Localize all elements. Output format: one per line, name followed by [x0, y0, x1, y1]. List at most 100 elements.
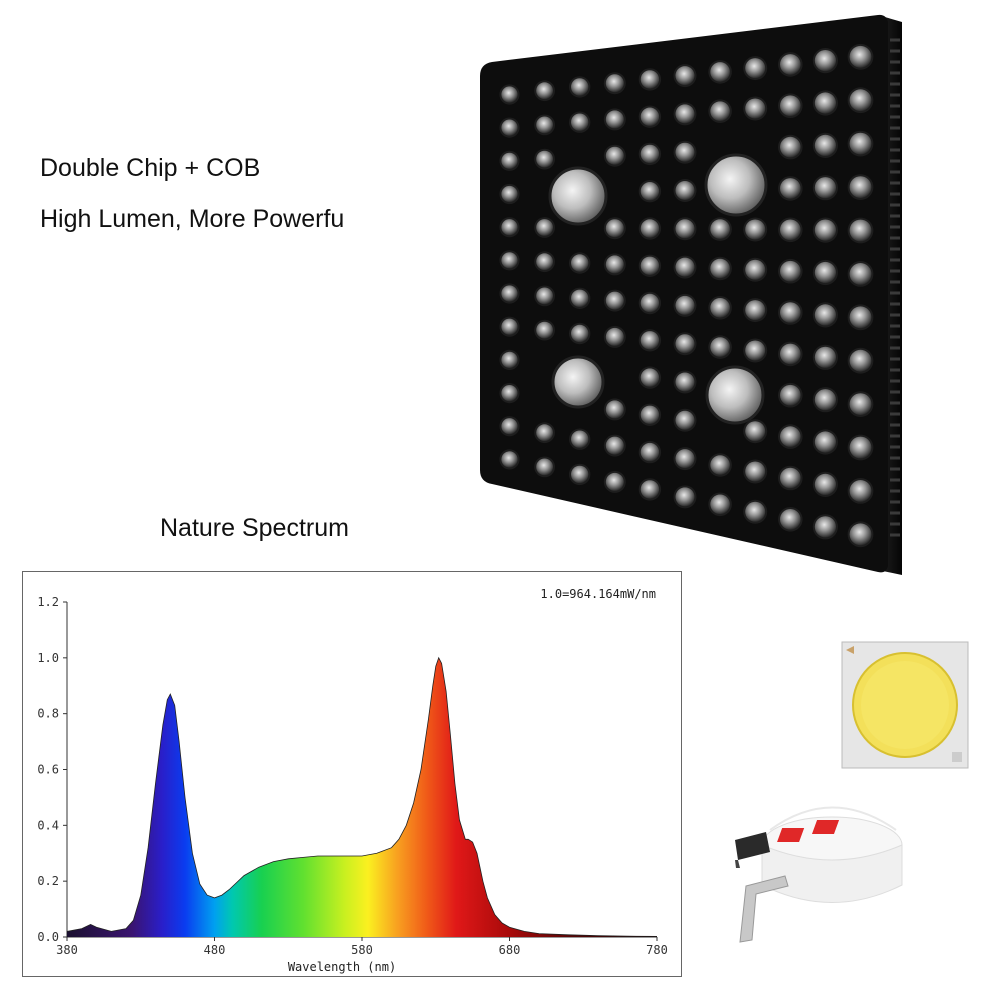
headline-high-lumen: High Lumen, More Powerfu — [40, 205, 345, 233]
led-lens — [605, 146, 624, 165]
led-lens — [640, 480, 660, 499]
led-lens — [605, 327, 624, 346]
led-lens — [536, 424, 553, 442]
led-lens — [849, 45, 872, 68]
led-lens — [849, 89, 872, 112]
x-axis-label: Wavelength (nm) — [288, 960, 396, 974]
led-chip-module-image — [735, 806, 903, 943]
y-tick-label: 0.2 — [37, 874, 59, 888]
led-lens — [675, 66, 695, 86]
led-lens — [501, 152, 518, 169]
led-lens — [780, 95, 801, 116]
led-lens — [501, 351, 518, 368]
x-tick-label: 480 — [204, 943, 226, 957]
x-tick-label: 580 — [351, 943, 373, 957]
led-lens — [780, 384, 801, 406]
led-lens — [745, 219, 766, 240]
led-lens — [814, 219, 836, 241]
led-lens — [849, 393, 872, 415]
led-lens — [640, 293, 660, 313]
led-lens — [640, 107, 660, 126]
led-lens — [675, 219, 695, 239]
y-tick-label: 1.2 — [37, 595, 59, 609]
headline-double-chip: Double Chip + COB — [40, 154, 261, 182]
led-lens — [571, 465, 589, 484]
x-tick-label: 780 — [646, 943, 668, 957]
led-lens — [814, 134, 836, 156]
led-lens — [675, 295, 695, 315]
led-lens — [675, 181, 695, 200]
led-lens — [710, 219, 730, 239]
y-tick-label: 0.8 — [37, 707, 59, 721]
led-lens — [780, 178, 801, 199]
led-lens — [814, 389, 836, 411]
led-lens — [780, 509, 801, 530]
led-lens — [675, 142, 695, 162]
led-lens — [605, 110, 624, 129]
led-lens — [814, 50, 836, 72]
led-lens — [849, 132, 872, 155]
led-lens — [640, 182, 660, 201]
led-lens — [745, 461, 766, 482]
led-lens — [745, 340, 766, 361]
x-tick-label: 380 — [56, 943, 78, 957]
led-lens — [710, 494, 730, 515]
led-lens — [605, 472, 624, 491]
led-lens — [640, 70, 660, 89]
led-lens — [745, 98, 766, 119]
led-lens — [849, 480, 872, 502]
led-lens — [501, 418, 518, 435]
led-lens — [675, 104, 695, 124]
led-lens — [675, 372, 695, 392]
x-tick-label: 680 — [499, 943, 521, 957]
led-lens — [745, 259, 766, 280]
led-grid — [499, 43, 874, 548]
led-lens — [814, 431, 836, 453]
led-lens — [640, 144, 660, 164]
led-lens — [780, 136, 801, 158]
led-lens — [710, 298, 730, 318]
y-tick-label: 1.0 — [37, 651, 59, 665]
led-lens — [605, 291, 624, 310]
led-lens — [640, 256, 660, 275]
spectrum-chart: 0.0 0.2 0.4 0.6 0.8 1.0 1.2 380 480 580 680 780 1.0… — [22, 571, 682, 977]
led-lens — [571, 430, 589, 448]
led-lens — [780, 302, 801, 323]
led-lens — [536, 82, 553, 100]
led-lens — [605, 400, 624, 419]
led-lens — [501, 318, 518, 335]
chart-annotation: 1.0=964.164mW/nm — [540, 587, 656, 601]
led-lens — [675, 257, 695, 277]
led-lens — [640, 219, 660, 238]
led-lens — [675, 449, 695, 469]
led-lens — [536, 219, 553, 236]
led-lens — [849, 263, 872, 285]
led-lens — [675, 410, 695, 430]
led-lens — [849, 523, 872, 546]
led-lens — [536, 321, 553, 339]
cob-chip-image — [841, 641, 969, 769]
panel-vents — [890, 38, 900, 537]
spectrum-chart-svg: 0.0 0.2 0.4 0.6 0.8 1.0 1.2 380 480 580 680 780 1.0… — [37, 587, 668, 974]
spectrum-area — [67, 657, 657, 937]
led-lens — [710, 101, 730, 121]
led-lens — [640, 331, 660, 350]
led-lens — [849, 176, 872, 199]
led-lens — [640, 442, 660, 462]
led-lens — [640, 368, 660, 387]
led-lens — [675, 334, 695, 354]
led-lens — [710, 455, 730, 475]
led-lens — [571, 289, 589, 307]
led-lens — [710, 337, 730, 357]
led-lens — [536, 116, 553, 134]
led-lens — [710, 62, 730, 82]
led-lens — [745, 58, 766, 79]
led-lens — [814, 261, 836, 284]
led-lens — [605, 255, 624, 274]
led-lens — [605, 74, 624, 93]
led-lens — [814, 346, 836, 368]
led-lens — [501, 219, 518, 236]
led-lens — [605, 219, 624, 238]
led-lens — [571, 113, 589, 131]
led-lens — [814, 304, 836, 326]
